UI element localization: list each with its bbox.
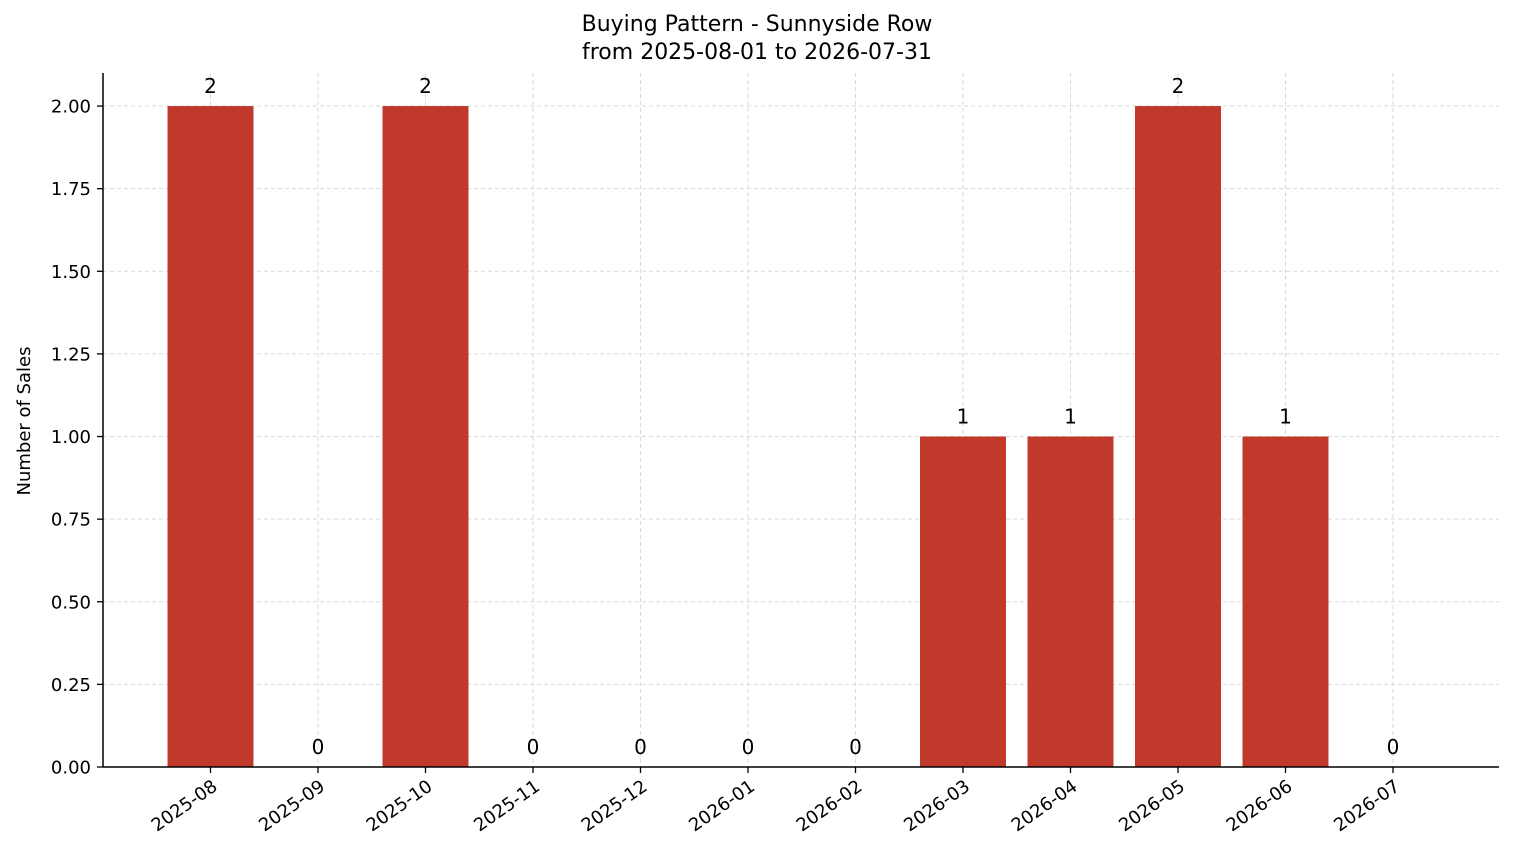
chart-title: Buying Pattern - Sunnyside Row [581,12,933,37]
x-tick-label: 2026-05 [1115,776,1189,836]
bar-2026-06 [1242,436,1329,767]
bar-2025-10 [382,106,469,768]
y-tick-label: 2.00 [51,97,91,118]
bar-value-label: 1 [957,405,970,429]
x-tick-label: 2026-07 [1330,776,1404,836]
bar-value-label: 0 [1387,735,1400,759]
bar-value-label: 2 [1172,74,1185,98]
y-tick-label: 0.00 [51,758,91,779]
bar-value-label: 0 [742,735,755,759]
bar-2026-03 [920,436,1006,767]
x-tick-label: 2026-03 [900,776,974,836]
bar-value-label: 0 [312,735,325,759]
y-axis-label: Number of Sales [14,346,35,495]
bar-value-label: 0 [634,735,647,759]
bar-value-label: 1 [1064,405,1077,429]
bar-value-label: 1 [1279,405,1292,429]
x-tick-label: 2026-06 [1223,776,1297,836]
bar-2026-05 [1135,106,1221,768]
bar-layer: 2 0 2 0 0 0 0 1 1 2 1 0 [167,74,1400,768]
y-tick-label: 1.00 [51,427,91,448]
x-tick-label: 2026-02 [793,776,867,836]
x-tick-label: 2025-10 [363,776,437,836]
x-tick-label: 2025-08 [148,776,222,836]
y-tick-label: 0.75 [51,510,91,531]
y-tick-label: 1.25 [51,344,91,365]
bar-2026-04 [1027,436,1114,767]
y-tick-label: 0.50 [51,592,91,613]
x-tick-label: 2025-11 [470,776,544,836]
chart-subtitle: from 2025-08-01 to 2026-07-31 [582,40,932,65]
x-tick-label: 2026-04 [1008,776,1082,836]
y-tick-label: 1.75 [51,179,91,200]
x-tick-label: 2026-01 [685,776,759,836]
x-tick-label: 2025-09 [255,776,329,836]
bar-value-label: 0 [849,735,862,759]
y-tick-label: 0.25 [51,675,91,696]
bar-value-label: 0 [527,735,540,759]
bar-2025-08 [167,106,254,768]
bar-value-label: 2 [419,74,432,98]
bar-value-label: 2 [204,74,217,98]
x-tick-label: 2025-12 [578,776,652,836]
y-tick-label: 1.50 [51,262,91,283]
